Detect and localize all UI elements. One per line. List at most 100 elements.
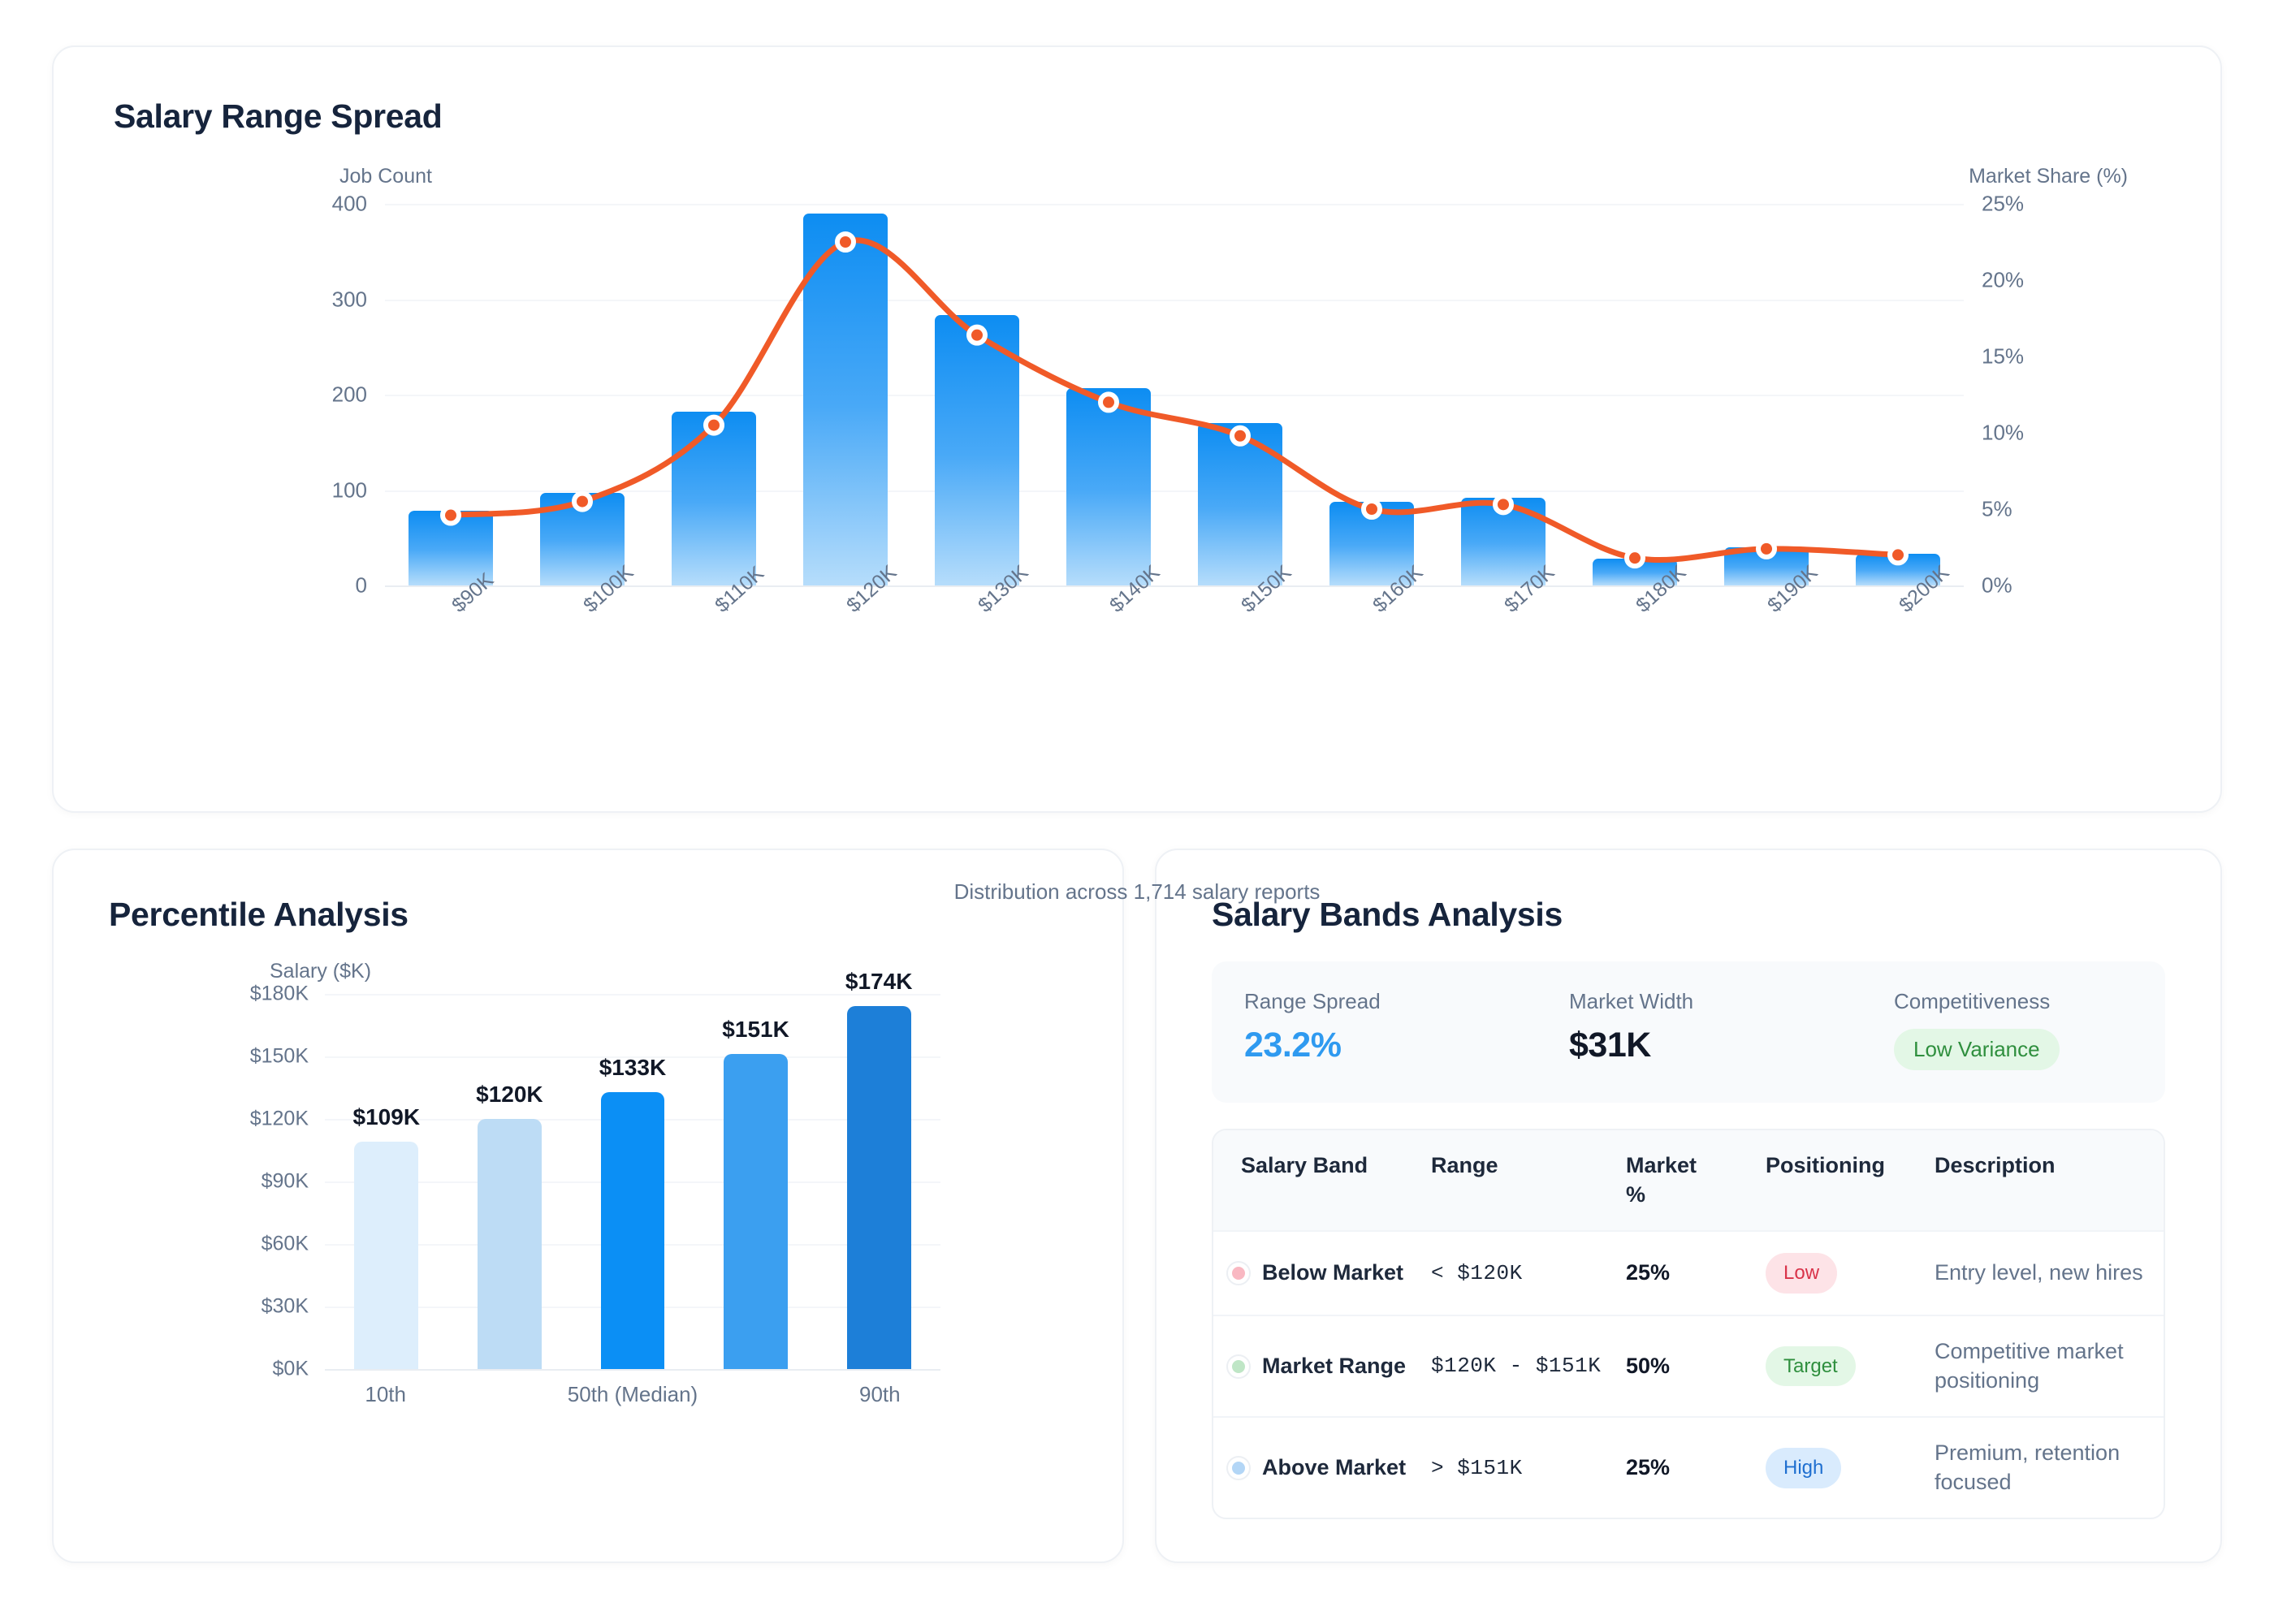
chart-plot-area: 0 100 200 300 400 0% 5% 10% 15% 20% 25% bbox=[332, 192, 2024, 598]
chart-bar[interactable] bbox=[1066, 387, 1151, 585]
col-description: Description bbox=[1935, 1153, 2056, 1177]
cell-range: < $120K bbox=[1431, 1230, 1626, 1315]
percentile-y-tick: $0K bbox=[272, 1357, 309, 1380]
positioning-badge: Low bbox=[1766, 1253, 1838, 1294]
table-row[interactable]: Above Market > $151K 25% High Premium, reten… bbox=[1213, 1416, 2164, 1518]
stat-label: Range Spread bbox=[1244, 989, 1381, 1013]
stat-value: $31K bbox=[1569, 1026, 1651, 1065]
cell-salary-band: Below Market bbox=[1213, 1230, 1431, 1315]
percentile-x-label bbox=[698, 1382, 819, 1407]
cell-positioning: Low bbox=[1766, 1230, 1935, 1315]
col-salary-band: Salary Band bbox=[1241, 1153, 1368, 1177]
chart-bar[interactable] bbox=[935, 315, 1019, 585]
salary-distribution-chart: Job Count Market Share (%) 0 100 200 300 400… bbox=[93, 165, 2181, 904]
y2-tick-label: 25% bbox=[1982, 191, 2025, 216]
percentile-bar-slot: $174K bbox=[817, 969, 940, 1369]
stat-block: Range Spread 23.2% bbox=[1244, 989, 1569, 1070]
table-header-row: Salary Band Range Market% Positioning De… bbox=[1213, 1130, 2164, 1232]
percentile-value-label: $133K bbox=[599, 1054, 667, 1080]
x-label-slot: $90K bbox=[385, 568, 517, 683]
cell-market-pct: 50% bbox=[1626, 1314, 1766, 1418]
x-label-slot: $120K bbox=[780, 561, 911, 683]
status-badge: Low Variance bbox=[1894, 1029, 2060, 1070]
percentile-x-label bbox=[446, 1382, 567, 1407]
left-axis-caption: Job Count bbox=[339, 165, 432, 188]
bar-slot bbox=[1043, 204, 1174, 585]
stat-label: Competitiveness bbox=[1894, 989, 2051, 1013]
y2-tick-label: 20% bbox=[1982, 267, 2025, 292]
stat-block: Competitiveness Low Variance bbox=[1894, 989, 2060, 1070]
band-indicator-icon bbox=[1226, 1354, 1251, 1379]
x-axis-labels: $90K $100K $110K $120K $130K $140K $150K $160K $… bbox=[385, 561, 1964, 683]
chart-footnote: Distribution across 1,714 salary reports bbox=[953, 879, 1321, 904]
col-market-pct: Market% bbox=[1626, 1153, 1697, 1207]
bar-slot bbox=[911, 204, 1043, 585]
percentile-y-tick: $90K bbox=[261, 1169, 309, 1193]
table-row[interactable]: Market Range $120K - $151K 50% Target Compet… bbox=[1213, 1314, 2164, 1418]
cell-positioning: Target bbox=[1766, 1314, 1935, 1418]
chart-bar[interactable] bbox=[803, 213, 888, 585]
percentile-analysis-card: Percentile Analysis Salary ($K) $0K $30K $… bbox=[52, 849, 1124, 1563]
salary-bands-table-wrap: Salary Band Range Market% Positioning De… bbox=[1212, 1129, 2165, 1520]
percentile-x-label: 10th bbox=[365, 1382, 406, 1406]
band-name: Above Market bbox=[1262, 1454, 1407, 1479]
band-name: Below Market bbox=[1262, 1260, 1404, 1285]
band-indicator-icon bbox=[1226, 1261, 1251, 1286]
percentile-bars: $109K $120K $133K $151K $174K bbox=[325, 969, 940, 1369]
percentile-x-label: 90th bbox=[858, 1382, 901, 1406]
positioning-badge: High bbox=[1766, 1447, 1842, 1488]
right-axis-caption: Market Share (%) bbox=[1969, 165, 2128, 188]
percentile-y-tick: $30K bbox=[261, 1294, 309, 1318]
cell-description: Competitive market positioning bbox=[1935, 1314, 2164, 1418]
stat-label: Market Width bbox=[1569, 989, 1694, 1013]
percentile-x-label: 50th (Median) bbox=[567, 1382, 698, 1406]
gridline bbox=[385, 490, 1964, 492]
table-body: Below Market < $120K 25% Low Entry level, ne… bbox=[1213, 1230, 2164, 1518]
cell-salary-band: Above Market bbox=[1213, 1416, 1431, 1518]
col-range: Range bbox=[1431, 1153, 1498, 1177]
percentile-bar[interactable]: $133K bbox=[599, 1055, 666, 1369]
bottom-row: Percentile Analysis Salary ($K) $0K $30K $… bbox=[52, 849, 2222, 1563]
percentile-bar-slot: $109K bbox=[325, 994, 448, 1369]
page-title: Salary Range Spread bbox=[114, 97, 443, 135]
cell-range: $120K - $151K bbox=[1431, 1314, 1626, 1418]
percentile-value-label: $109K bbox=[352, 1104, 421, 1130]
percentile-axis-caption: Salary ($K) bbox=[270, 960, 372, 983]
percentile-value-label: $174K bbox=[845, 969, 913, 995]
stat-block: Market Width $31K bbox=[1569, 989, 1894, 1070]
percentile-bar[interactable]: $174K bbox=[845, 969, 912, 1369]
cell-positioning: High bbox=[1766, 1416, 1935, 1518]
x-label-slot: $170K bbox=[1437, 561, 1569, 683]
percentile-bar[interactable]: $109K bbox=[353, 1104, 420, 1369]
salary-bands-table: Salary Band Range Market% Positioning De… bbox=[1213, 1130, 2164, 1518]
percentile-value-label: $151K bbox=[722, 1017, 789, 1043]
percentile-value-label: $120K bbox=[476, 1082, 543, 1107]
y2-tick-label: 15% bbox=[1982, 343, 2025, 369]
y-tick-label: 300 bbox=[331, 287, 367, 311]
market-share-line bbox=[440, 231, 1909, 569]
percentile-x-labels: 10th 50th (Median) 90th bbox=[325, 1382, 940, 1407]
bands-title: Salary Bands Analysis bbox=[1212, 896, 1563, 933]
percentile-y-tick: $120K bbox=[249, 1107, 309, 1130]
percentile-bar[interactable]: $120K bbox=[476, 1082, 543, 1369]
table-row[interactable]: Below Market < $120K 25% Low Entry level, ne… bbox=[1213, 1230, 2164, 1315]
cell-market-pct: 25% bbox=[1626, 1230, 1766, 1315]
x-label-slot: $200K bbox=[1832, 561, 1964, 683]
table-head: Salary Band Range Market% Positioning De… bbox=[1213, 1130, 2164, 1232]
gridline bbox=[385, 395, 1964, 396]
y-tick-label: 0 bbox=[355, 572, 367, 598]
percentile-y-tick: $150K bbox=[249, 1044, 309, 1068]
positioning-badge: Target bbox=[1766, 1345, 1856, 1387]
bands-summary-stats: Range Spread 23.2% Market Width $31K Competi… bbox=[1212, 961, 2165, 1103]
cell-description: Entry level, new hires bbox=[1935, 1230, 2164, 1315]
chart-bar[interactable] bbox=[672, 412, 756, 585]
percentile-bar-slot: $151K bbox=[694, 994, 818, 1369]
percentile-bar[interactable]: $151K bbox=[722, 1017, 789, 1369]
percentile-plot-area: $0K $30K $60K $90K $120K $150K $180K $109K $120… bbox=[250, 969, 940, 1380]
x-label-slot: $190K bbox=[1701, 561, 1832, 683]
percentile-chart: Salary ($K) $0K $30K $60K $90K $120K $150K $18… bbox=[89, 960, 1087, 1447]
gridline bbox=[325, 994, 940, 996]
gridline bbox=[385, 585, 1964, 587]
band-indicator-icon bbox=[1226, 1455, 1251, 1480]
